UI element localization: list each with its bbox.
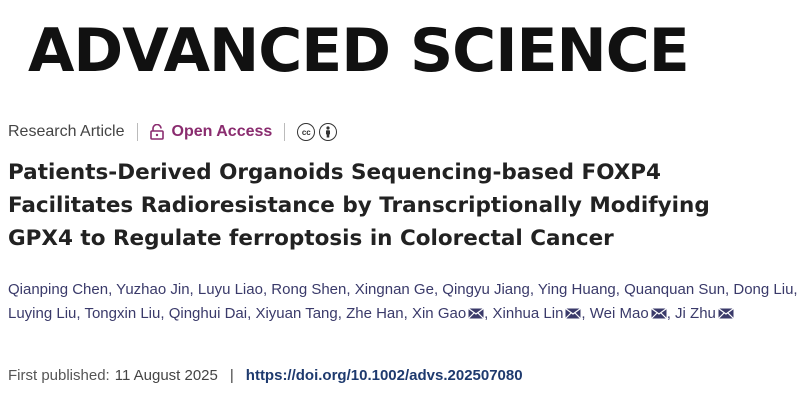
author-name: Rong Shen [271,281,347,298]
author-name: Qianping Chen [8,281,109,298]
author-link[interactable]: Qinghui Dai, [168,305,252,322]
author-name: Ying Huang [537,281,616,298]
journal-logo[interactable]: ADVANCED SCIENCE [28,16,690,86]
author-link[interactable]: Ying Huang, [537,281,620,298]
title-line: Patients-Derived Organoids Sequencing-ba… [8,160,662,185]
author-link[interactable]: Qianping Chen, [8,281,113,298]
author-name: Xingnan Ge [354,281,434,298]
author-link[interactable]: Luying Liu, [8,305,81,322]
title-line: Facilitates Radioresistance by Transcrip… [8,193,710,218]
author-link[interactable]: Tongxin Liu, [84,305,165,322]
author-name: Tongxin Liu [84,305,161,322]
author-name: Ji Zhu [675,305,716,322]
envelope-icon[interactable] [717,308,734,319]
author-link[interactable]: Dong Liu, [733,281,798,298]
author-link[interactable]: Ji Zhu [675,305,734,322]
article-meta-row: Research Article Open Access cc [8,120,338,144]
author-name: Qinghui Dai [168,305,248,322]
envelope-icon[interactable] [565,308,582,319]
author-name: Xin Gao [411,305,467,322]
cc-icon: cc [297,123,316,141]
license-icons[interactable]: cc [297,123,338,141]
author-name: Zhe Han [346,305,404,322]
envelope-icon[interactable] [468,308,485,319]
article-type: Research Article [8,123,125,140]
envelope-icon[interactable] [650,308,667,319]
author-link[interactable]: Wei Mao, [589,305,671,322]
open-access-badge[interactable]: Open Access [149,123,273,141]
author-name: Xiyuan Tang [255,305,338,322]
open-access-label: Open Access [171,123,273,140]
author-name: Xinhua Lin [492,305,564,322]
author-link[interactable]: Xingnan Ge, [354,281,439,298]
author-name: Yuzhao Jin [116,281,190,298]
title-line: GPX4 to Regulate ferroptosis in Colorect… [8,226,614,251]
attribution-icon [319,123,338,141]
author-list: Qianping Chen, Yuzhao Jin, Luyu Liao, Ro… [8,278,798,326]
meta-divider [284,123,286,141]
publication-date: 11 August 2025 [114,366,218,384]
author-name: Luying Liu [8,305,77,322]
meta-divider [136,123,138,141]
author-link[interactable]: Quanquan Sun, [624,281,730,298]
author-link[interactable]: Yuzhao Jin, [116,281,194,298]
author-name: Qingyu Jiang [442,281,530,298]
author-name: Dong Liu [733,281,794,298]
article-title: Patients-Derived Organoids Sequencing-ba… [8,156,778,255]
lock-open-icon [149,124,164,140]
author-link[interactable]: Zhe Han, [346,305,408,322]
author-link[interactable]: Xinhua Lin, [492,305,586,322]
author-link[interactable]: Xin Gao, [411,305,489,322]
person-icon [326,126,331,138]
author-link[interactable]: Xiyuan Tang, [255,305,342,322]
author-link[interactable]: Rong Shen, [271,281,351,298]
pubinfo-separator: | [229,366,234,384]
author-link[interactable]: Luyu Liao, [197,281,268,298]
publication-info: First published: 11 August 2025 | https:… [8,363,523,387]
author-name: Quanquan Sun [624,281,726,298]
doi-link[interactable]: https://doi.org/10.1002/advs.202507080 [245,366,523,384]
author-name: Wei Mao [589,305,649,322]
author-link[interactable]: Qingyu Jiang, [442,281,535,298]
first-published-label: First published: [8,366,110,384]
author-name: Luyu Liao [197,281,263,298]
